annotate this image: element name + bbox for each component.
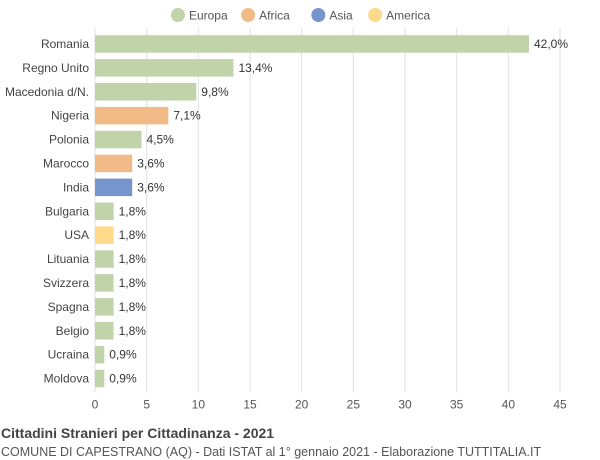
- value-label: 3,6%: [137, 156, 165, 170]
- bar: [95, 83, 197, 101]
- bars: [95, 35, 529, 388]
- x-tick-label: 35: [450, 398, 464, 412]
- legend-swatch: [241, 8, 256, 22]
- legend-label: America: [386, 9, 430, 23]
- category-label: Moldova: [44, 372, 90, 386]
- chart-subtitle: COMUNE DI CAPESTRANO (AQ) - Dati ISTAT a…: [1, 445, 542, 459]
- bar: [95, 35, 529, 53]
- category-label: USA: [64, 228, 89, 242]
- legend-label: Asia: [329, 9, 353, 23]
- value-label: 3,6%: [137, 180, 165, 194]
- category-label: Bulgaria: [45, 204, 89, 218]
- bar: [95, 202, 114, 220]
- value-label: 1,8%: [119, 252, 147, 266]
- value-label: 1,8%: [119, 204, 147, 218]
- category-label: Regno Unito: [22, 61, 89, 75]
- x-tick-label: 25: [347, 398, 361, 412]
- x-tick-label: 30: [398, 398, 412, 412]
- bar: [95, 250, 114, 268]
- value-label: 4,5%: [147, 133, 175, 147]
- legend: Europa Africa Asia America: [170, 8, 430, 23]
- category-label: Spagna: [48, 300, 90, 314]
- x-tick-label: 15: [243, 398, 257, 412]
- legend-swatch: [368, 8, 383, 22]
- category-label: Polonia: [49, 133, 89, 147]
- bar: [95, 106, 169, 125]
- bar: [95, 298, 114, 316]
- bar: [95, 274, 114, 292]
- value-label: 1,8%: [119, 324, 147, 338]
- category-labels: Romania Regno Unito Macedonia d/N. Nigeria P…: [5, 37, 89, 386]
- bar: [95, 178, 133, 197]
- category-label: India: [63, 180, 89, 194]
- category-label: Nigeria: [51, 109, 89, 123]
- category-label: Svizzera: [43, 276, 89, 290]
- x-tick-label: 20: [295, 398, 309, 412]
- x-axis-ticks: 0 5 10 15 20 25 30 35 40 45: [92, 398, 567, 412]
- value-label: 1,8%: [119, 276, 147, 290]
- category-label: Marocco: [43, 156, 89, 170]
- grid-lines: [94, 28, 561, 393]
- value-label: 1,8%: [119, 228, 147, 242]
- legend-swatch: [170, 8, 185, 22]
- legend-label: Africa: [259, 9, 290, 23]
- value-label: 9,8%: [201, 85, 229, 99]
- bar: [95, 226, 114, 244]
- value-label: 7,1%: [173, 109, 201, 123]
- bar-chart: Europa Africa Asia America Romania Regno Uni…: [5, 8, 568, 412]
- x-tick-label: 5: [143, 398, 150, 412]
- category-label: Romania: [41, 37, 89, 51]
- bar: [95, 154, 133, 173]
- bar: [95, 345, 105, 364]
- bar: [95, 130, 142, 149]
- category-label: Belgio: [56, 324, 90, 338]
- x-tick-label: 10: [192, 398, 206, 412]
- category-label: Macedonia d/N.: [5, 85, 89, 99]
- bar: [95, 59, 234, 77]
- chart-title: Cittadini Stranieri per Cittadinanza - 2…: [1, 425, 275, 441]
- category-label: Ucraina: [48, 348, 90, 362]
- bar: [95, 322, 114, 340]
- category-label: Lituania: [47, 252, 89, 266]
- value-labels: 42,0% 13,4% 9,8%7,1% 4,5% 3,6% 3,6% 1,8% 1,8% 1,…: [109, 37, 568, 386]
- legend-swatch: [311, 8, 326, 22]
- x-tick-label: 0: [92, 398, 99, 412]
- value-label: 42,0%: [534, 37, 568, 51]
- legend-label: Europa: [189, 9, 228, 23]
- value-label: 0,9%: [109, 348, 137, 362]
- x-tick-label: 40: [502, 398, 516, 412]
- value-label: 0,9%: [109, 372, 137, 386]
- x-tick-label: 45: [553, 398, 567, 412]
- bar: [95, 369, 105, 388]
- value-label: 13,4%: [238, 61, 272, 75]
- value-label: 1,8%: [119, 300, 147, 314]
